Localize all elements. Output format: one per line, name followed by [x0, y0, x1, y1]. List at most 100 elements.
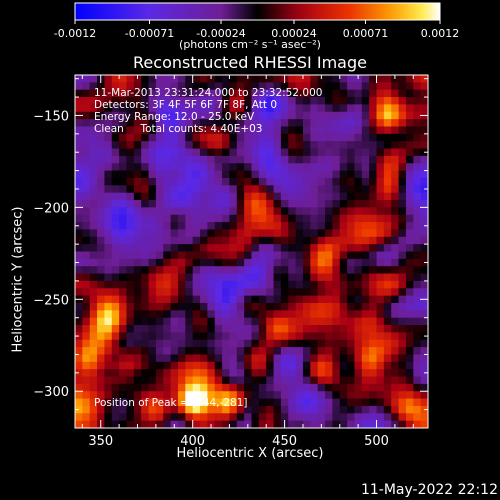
- heatmap-cell: [266, 354, 275, 363]
- heatmap-cell: [310, 170, 319, 179]
- heatmap-cell: [325, 170, 333, 179]
- heatmap-cell: [295, 141, 304, 150]
- heatmap-cell: [347, 236, 355, 245]
- heatmap-cell: [361, 295, 370, 304]
- heatmap-cell: [332, 75, 341, 83]
- heatmap-cell: [339, 244, 348, 252]
- heatmap-cell: [258, 339, 267, 348]
- heatmap-cell: [126, 97, 135, 105]
- heatmap-cell: [325, 141, 333, 150]
- heatmap-cell: [258, 75, 267, 83]
- heatmap-cell: [148, 310, 157, 319]
- heatmap-cell: [325, 111, 333, 120]
- heatmap-cell: [200, 258, 208, 267]
- heatmap-cell: [302, 361, 311, 370]
- heatmap-cell: [288, 420, 297, 429]
- heatmap-cell: [420, 244, 429, 252]
- heatmap-cell: [273, 347, 282, 355]
- heatmap-cell: [258, 148, 267, 157]
- heatmap-cell: [383, 192, 392, 201]
- heatmap-cell: [236, 207, 245, 216]
- heatmap-cell: [82, 163, 91, 172]
- heatmap-cell: [398, 361, 407, 370]
- heatmap-cell: [170, 317, 179, 326]
- heatmap-cell: [229, 302, 238, 311]
- heatmap-cell: [148, 141, 157, 150]
- heatmap-cell: [413, 229, 422, 238]
- heatmap-cell: [295, 214, 304, 223]
- heatmap-cell: [236, 347, 245, 355]
- heatmap-cell: [155, 148, 164, 157]
- heatmap-cell: [222, 229, 230, 238]
- heatmap-cell: [82, 244, 91, 252]
- heatmap-cell: [155, 200, 164, 208]
- heatmap-cell: [104, 222, 113, 230]
- heatmap-cell: [258, 383, 267, 392]
- heatmap-cell: [207, 177, 216, 186]
- heatmap-cell: [391, 163, 400, 172]
- heatmap-cell: [244, 141, 252, 150]
- heatmap-cell: [185, 200, 194, 208]
- heatmap-cell: [347, 104, 355, 113]
- heatmap-cell: [126, 214, 135, 223]
- heatmap-cell: [295, 288, 304, 297]
- heatmap-cell: [376, 119, 385, 127]
- heatmap-cell: [317, 383, 326, 392]
- heatmap-cell: [251, 317, 260, 326]
- heatmap-cell: [89, 214, 98, 223]
- heatmap-cell: [148, 391, 157, 400]
- heatmap-cell: [200, 229, 208, 238]
- heatmap-cell: [104, 383, 113, 392]
- heatmap-cell: [280, 258, 289, 267]
- heatmap-cell: [236, 405, 245, 414]
- heatmap-cell: [75, 229, 83, 238]
- heatmap-cell: [354, 133, 363, 142]
- heatmap-cell: [295, 347, 304, 355]
- heatmap-cell: [369, 141, 378, 150]
- heatmap-cell: [361, 369, 370, 378]
- heatmap-cell: [280, 295, 289, 304]
- heatmap-cell: [405, 155, 414, 164]
- heatmap-cell: [229, 280, 238, 289]
- heatmap-cell: [155, 155, 164, 164]
- heatmap-cell: [354, 266, 363, 275]
- heatmap-cell: [111, 148, 120, 157]
- heatmap-cell: [163, 89, 172, 98]
- heatmap-cell: [376, 288, 385, 297]
- heatmap-cell: [192, 177, 201, 186]
- heatmap-cell: [229, 177, 238, 186]
- heatmap-cell: [229, 383, 238, 392]
- heatmap-cell: [155, 405, 164, 414]
- heatmap-cell: [200, 420, 208, 429]
- heatmap-cell: [391, 273, 400, 282]
- heatmap-cell: [273, 361, 282, 370]
- heatmap-cell: [251, 347, 260, 355]
- heatmap-cell: [229, 119, 238, 127]
- heatmap-cell: [325, 104, 333, 113]
- heatmap-cell: [75, 391, 83, 400]
- heatmap-cell: [185, 185, 194, 194]
- heatmap-cell: [383, 280, 392, 289]
- heatmap-cell: [288, 325, 297, 333]
- heatmap-cell: [405, 141, 414, 150]
- heatmap-cell: [420, 391, 429, 400]
- heatmap-cell: [111, 119, 120, 127]
- heatmap-cell: [361, 244, 370, 252]
- heatmap-cell: [214, 185, 223, 194]
- heatmap-cell: [383, 391, 392, 400]
- heatmap-cell: [339, 413, 348, 422]
- heatmap-cell: [413, 177, 422, 186]
- heatmap-cell: [177, 332, 186, 341]
- heatmap-cell: [376, 251, 385, 260]
- heatmap-cell: [317, 236, 326, 245]
- heatmap-cell: [361, 75, 370, 83]
- heatmap-cell: [288, 89, 297, 98]
- heatmap-cell: [82, 317, 91, 326]
- heatmap-cell: [339, 398, 348, 407]
- heatmap-cell: [177, 97, 186, 105]
- heatmap-cell: [332, 222, 341, 230]
- heatmap-cell: [141, 192, 150, 201]
- heatmap-cell: [133, 244, 142, 252]
- heatmap-cell: [104, 89, 113, 98]
- heatmap-cell: [310, 104, 319, 113]
